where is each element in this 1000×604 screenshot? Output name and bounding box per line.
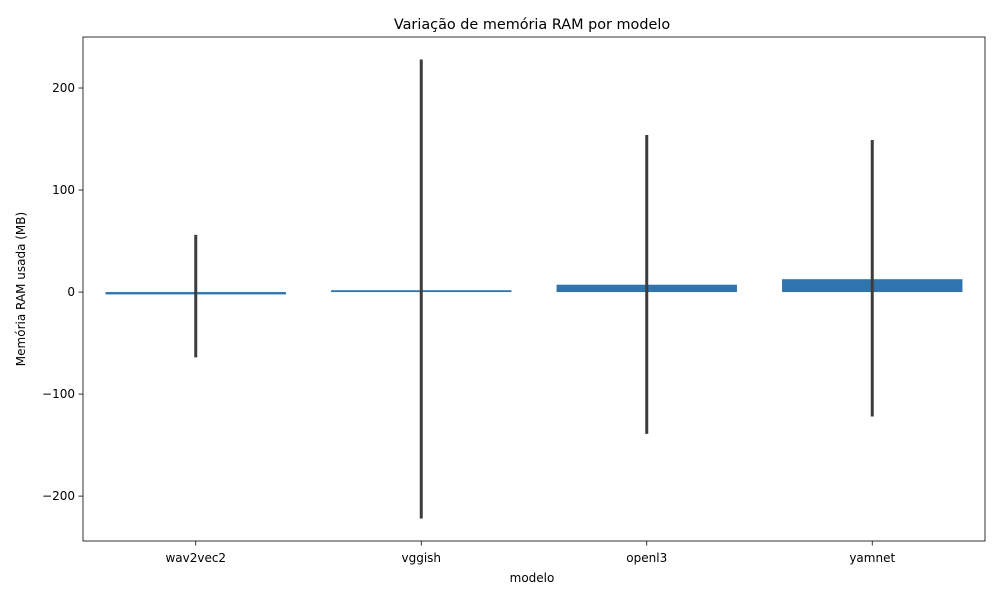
x-tick-label-yamnet: yamnet [849,551,895,565]
x-tick-label-vggish: vggish [401,551,441,565]
y-tick-label-1: −100 [42,387,75,401]
chart-title: Variação de memória RAM por modelo [394,17,670,33]
y-tick-label-0: −200 [42,489,75,503]
y-tick-label-4: 200 [52,81,75,95]
x-axis-label: modelo [510,571,555,585]
y-tick-label-3: 100 [52,183,75,197]
y-axis: −200 −100 0 100 200 [42,81,83,503]
plot-frame [82,36,986,542]
x-tick-label-wav2vec2: wav2vec2 [165,551,226,565]
y-tick-label-2: 0 [67,285,75,299]
error-bars-layer [194,59,874,519]
y-axis-label: Memória RAM usada (MB) [14,212,28,366]
x-tick-label-openl3: openl3 [626,551,667,565]
x-axis: wav2vec2 vggish openl3 yamnet [165,541,895,565]
